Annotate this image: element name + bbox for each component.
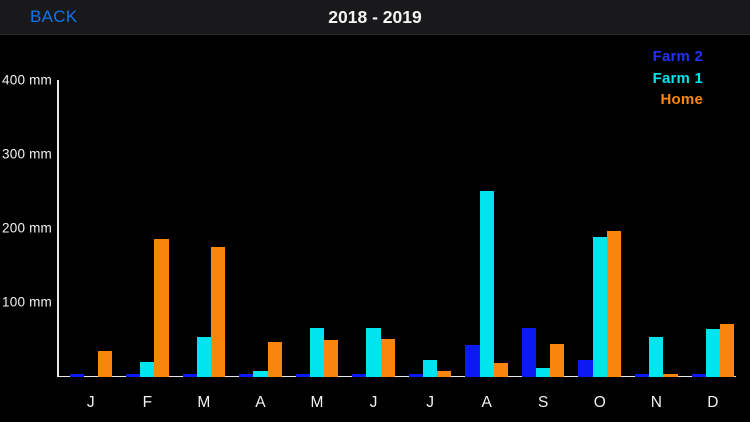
bar-farm-1-m9 <box>536 368 551 377</box>
bar-farm-1-m11 <box>649 337 664 377</box>
bar-farm-2-m7 <box>408 374 423 377</box>
bar-farm-1-m2 <box>140 362 155 377</box>
y-axis-tick-400: 400 mm <box>2 72 52 88</box>
legend-home: Home <box>660 91 703 108</box>
x-axis-label-m10: O <box>593 394 606 411</box>
bar-home-m5 <box>324 340 339 377</box>
x-axis-label-m8: A <box>481 394 492 411</box>
bar-home-m6 <box>380 338 395 377</box>
bar-farm-2-m2 <box>126 374 141 377</box>
page-title: 2018 - 2019 <box>328 7 422 27</box>
bar-home-m4 <box>267 342 282 377</box>
back-button[interactable]: BACK <box>30 0 78 34</box>
bar-home-m9 <box>550 343 565 377</box>
bar-farm-2-m8 <box>465 344 480 377</box>
bar-home-m7 <box>437 371 452 377</box>
x-axis-label-m6: J <box>369 394 378 411</box>
bar-home-m12 <box>719 323 735 377</box>
bar-farm-2-m11 <box>635 374 650 377</box>
bar-farm-1-m8 <box>479 191 494 377</box>
bar-home-m3 <box>211 246 226 377</box>
bar-farm-2-m3 <box>182 374 197 377</box>
bar-home-m2 <box>154 238 169 377</box>
bar-farm-1-m12 <box>705 329 720 377</box>
x-axis-label-m12: D <box>707 394 719 411</box>
y-axis-tick-100: 100 mm <box>2 294 52 310</box>
bar-home-m1 <box>97 351 113 377</box>
chart-legend: Farm 2 Farm 1 Home <box>653 46 703 111</box>
x-axis-label-m2: F <box>142 394 153 411</box>
y-axis-tick-300: 300 mm <box>2 146 52 162</box>
bar-farm-1-m6 <box>366 328 381 377</box>
x-axis-line <box>57 375 736 377</box>
bar-farm-1-m4 <box>253 371 268 377</box>
x-axis-label-m11: N <box>650 394 662 411</box>
x-axis-label-m3: M <box>197 394 211 411</box>
bar-farm-1-m5 <box>309 328 325 377</box>
nav-bar: BACK 2018 - 2019 <box>0 0 750 35</box>
bar-farm-2-m9 <box>521 328 537 377</box>
bar-home-m10 <box>606 231 622 377</box>
bar-farm-2-m12 <box>691 374 706 377</box>
x-axis-label-m4: A <box>255 394 266 411</box>
legend-farm-1: Farm 1 <box>652 69 703 87</box>
bar-farm-1-m7 <box>423 360 438 377</box>
bar-farm-2-m5 <box>295 374 310 377</box>
bar-farm-1-m3 <box>196 337 211 377</box>
bar-farm-2-m1 <box>69 374 84 377</box>
x-axis-label-m1: J <box>86 394 95 411</box>
bar-home-m11 <box>663 373 678 377</box>
bar-farm-2-m6 <box>352 374 367 377</box>
y-axis-line <box>57 80 59 377</box>
legend-farm-2: Farm 2 <box>652 48 703 65</box>
y-axis-tick-200: 200 mm <box>2 220 52 236</box>
bar-farm-2-m4 <box>239 374 254 377</box>
x-axis-label-m7: J <box>426 394 434 411</box>
bar-home-m8 <box>493 363 508 377</box>
bar-farm-1-m10 <box>592 237 607 377</box>
x-axis-label-m9: S <box>538 394 549 411</box>
bar-farm-2-m10 <box>578 360 593 377</box>
x-axis-label-m5: M <box>310 394 324 411</box>
